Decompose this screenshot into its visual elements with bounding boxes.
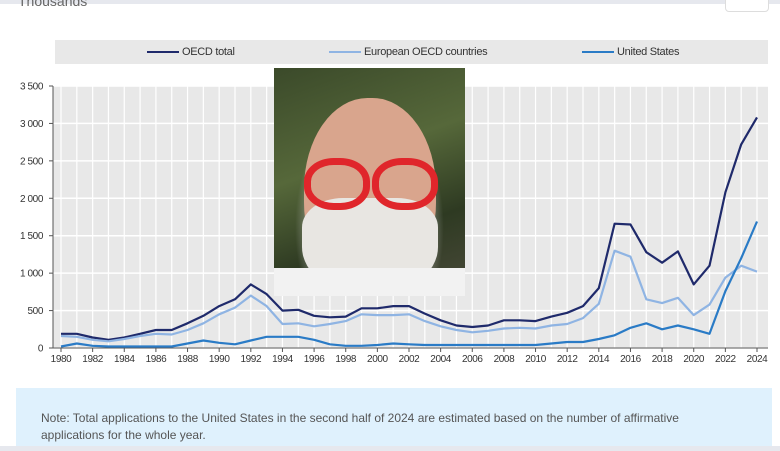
y-tick-label: 2 500 — [20, 156, 44, 167]
x-tick-label: 1990 — [209, 354, 230, 365]
legend-item-european-oecd[interactable]: European OECD countries — [329, 46, 488, 58]
x-tick-label: 1994 — [272, 354, 293, 365]
bottom-bar — [0, 446, 780, 451]
y-tick-label: 2 000 — [20, 194, 44, 205]
x-tick-label: 2020 — [683, 354, 704, 365]
unit-label: Thousands — [18, 0, 88, 9]
note-text: Note: Total applications to the United S… — [41, 411, 679, 442]
x-tick-label: 2014 — [588, 354, 609, 365]
x-tick-label: 1996 — [304, 354, 325, 365]
photo-glasses-right — [372, 158, 438, 210]
photo-glasses-left — [304, 158, 370, 210]
x-tick-label: 2004 — [430, 354, 451, 365]
x-tick-label: 2002 — [399, 354, 420, 365]
series-line-european-oecd-countries — [60, 249, 758, 343]
x-tick-label: 2022 — [715, 354, 736, 365]
x-tick-label: 1980 — [51, 354, 72, 365]
y-tick-label: 3 000 — [20, 119, 44, 130]
x-tick-label: 2000 — [367, 354, 388, 365]
y-tick-label: 500 — [28, 306, 44, 317]
x-tick-label: 2006 — [462, 354, 483, 365]
legend-label: OECD total — [182, 46, 235, 58]
y-tick-label: 3 500 — [20, 82, 44, 93]
y-tick-label: 0 — [38, 344, 44, 355]
x-tick-label: 2016 — [620, 354, 641, 365]
legend-label: European OECD countries — [364, 46, 488, 58]
x-tick-label: 2008 — [494, 354, 515, 365]
x-tick-label: 2010 — [525, 354, 546, 365]
legend-item-oecd-total[interactable]: OECD total — [147, 46, 235, 58]
legend-item-united-states[interactable]: United States — [582, 46, 679, 58]
legend-swatch — [582, 51, 614, 53]
legend-swatch — [329, 51, 361, 53]
x-tick-label: 2018 — [652, 354, 673, 365]
x-tick-label: 1992 — [240, 354, 261, 365]
series-line-united-states — [60, 221, 759, 348]
legend-label: United States — [617, 46, 680, 58]
series-line-oecd-total — [61, 116, 758, 341]
legend-swatch — [147, 51, 179, 53]
chart-legend: OECD total European OECD countries Unite… — [55, 40, 768, 64]
x-tick-label: 1998 — [335, 354, 356, 365]
x-tick-label: 2012 — [557, 354, 578, 365]
x-tick-label: 1988 — [177, 354, 198, 365]
options-button[interactable] — [725, 0, 769, 12]
photo-shirt — [274, 268, 465, 296]
y-tick-label: 1 000 — [20, 269, 44, 280]
x-tick-label: 1984 — [114, 354, 135, 365]
portrait-photo-overlay — [274, 68, 465, 296]
x-tick-label: 1986 — [146, 354, 167, 365]
y-tick-label: 1 500 — [20, 231, 44, 242]
x-tick-label: 2024 — [747, 354, 768, 365]
x-tick-label: 1982 — [82, 354, 103, 365]
note-box: Note: Total applications to the United S… — [16, 388, 772, 451]
top-bar — [0, 0, 780, 4]
